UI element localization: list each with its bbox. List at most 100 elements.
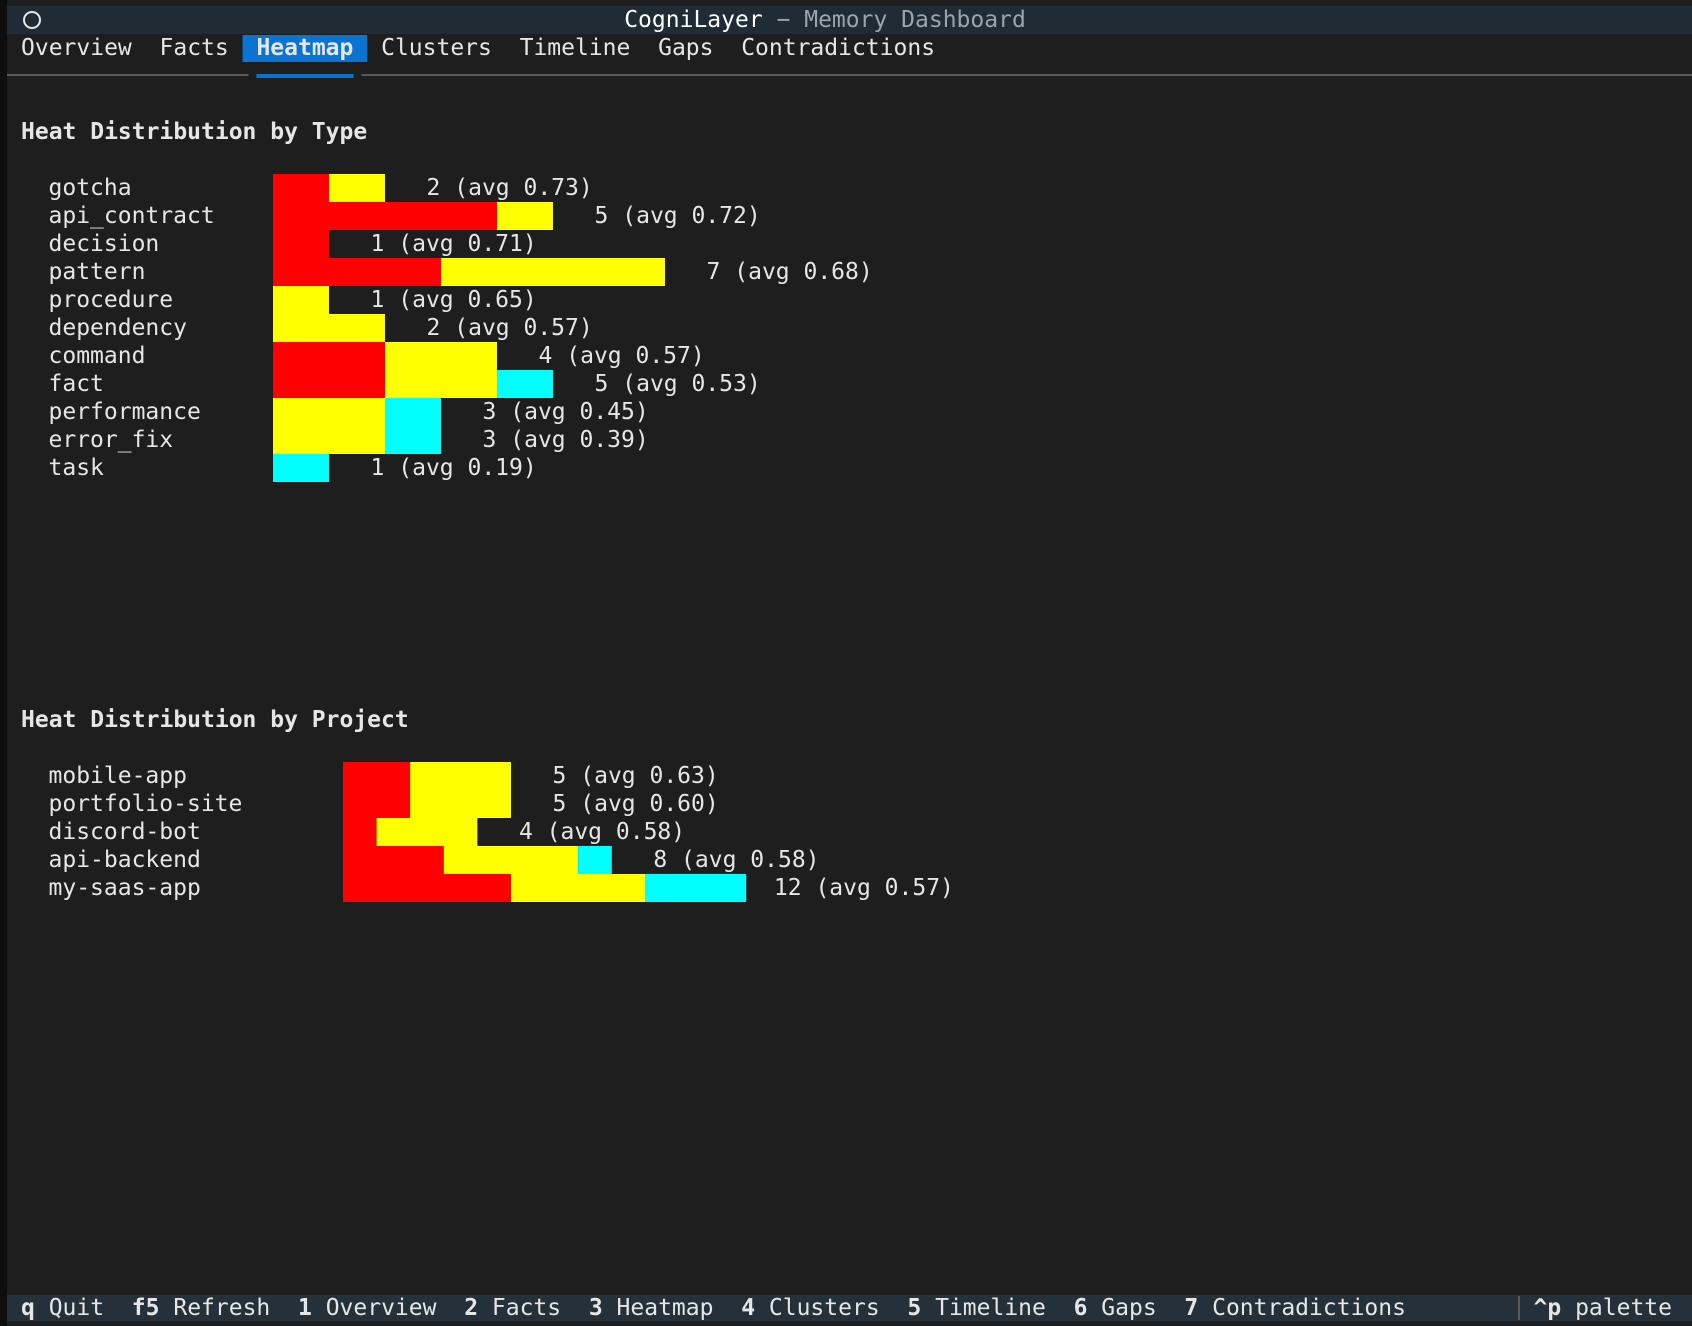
count: 2 xyxy=(427,175,441,201)
window-subtitle: − Memory Dashboard xyxy=(777,7,1026,33)
key-label: Clusters xyxy=(769,1295,880,1321)
row-label: portfolio-site xyxy=(49,791,243,817)
heat-segment xyxy=(385,398,441,426)
avg: (avg 0.73) xyxy=(454,175,592,201)
avg: (avg 0.72) xyxy=(622,203,760,229)
heat-segment xyxy=(329,174,385,202)
avg: (avg 0.60) xyxy=(580,791,718,817)
count: 4 xyxy=(519,819,533,845)
row-label: command xyxy=(49,343,146,369)
tab[interactable]: Clusters xyxy=(381,35,492,61)
heat-segment xyxy=(385,426,441,454)
row-label: dependency xyxy=(49,315,187,341)
title-bar xyxy=(7,6,1692,34)
heat-segment xyxy=(273,454,329,482)
key-hint[interactable]: 7 xyxy=(1184,1295,1198,1321)
heat-segment xyxy=(511,874,646,902)
key-label: Facts xyxy=(492,1295,561,1321)
count: 2 xyxy=(427,315,441,341)
row-label: api_contract xyxy=(49,203,215,229)
count: 3 xyxy=(483,399,497,425)
avg: (avg 0.58) xyxy=(547,819,685,845)
heat-segment xyxy=(273,342,385,370)
heat-segment xyxy=(578,846,612,874)
row-label: mobile-app xyxy=(49,763,187,789)
tab[interactable]: Heatmap xyxy=(256,35,353,61)
palette-key[interactable]: ^p xyxy=(1533,1295,1561,1321)
heat-segment xyxy=(645,874,747,902)
tab[interactable]: Facts xyxy=(160,35,229,61)
heat-segment xyxy=(273,230,329,258)
key-label: Gaps xyxy=(1101,1295,1156,1321)
count: 1 xyxy=(371,455,385,481)
key-hint[interactable]: 3 xyxy=(589,1295,603,1321)
avg: (avg 0.45) xyxy=(510,399,648,425)
count: 5 xyxy=(595,371,609,397)
count: 5 xyxy=(553,791,567,817)
heat-segment xyxy=(273,426,385,454)
heat-segment xyxy=(497,370,553,398)
count: 3 xyxy=(483,427,497,453)
tab[interactable]: Gaps xyxy=(658,35,713,61)
heat-segment xyxy=(273,314,385,342)
key-label: Overview xyxy=(326,1295,437,1321)
row-label: decision xyxy=(49,231,160,257)
heat-segment xyxy=(385,370,497,398)
row-label: performance xyxy=(49,399,201,425)
tab[interactable]: Contradictions xyxy=(741,35,935,61)
heat-segment xyxy=(441,258,665,286)
heat-segment xyxy=(273,174,329,202)
avg: (avg 0.71) xyxy=(398,231,536,257)
avg: (avg 0.63) xyxy=(580,763,718,789)
avg: (avg 0.68) xyxy=(734,259,872,285)
key-hint[interactable]: 1 xyxy=(298,1295,312,1321)
row-label: fact xyxy=(49,371,104,397)
avg: (avg 0.58) xyxy=(681,847,819,873)
tab[interactable]: Overview xyxy=(21,35,132,61)
tab[interactable]: Timeline xyxy=(520,35,631,61)
heat-segment xyxy=(497,202,553,230)
key-label: Refresh xyxy=(173,1295,270,1321)
count: 5 xyxy=(553,763,567,789)
left-edge xyxy=(0,0,7,1326)
avg: (avg 0.19) xyxy=(398,455,536,481)
heat-segment xyxy=(273,398,385,426)
count: 1 xyxy=(371,287,385,313)
key-hint[interactable]: f5 xyxy=(132,1295,160,1321)
heat-segment xyxy=(443,846,579,874)
heat-segment xyxy=(273,258,441,286)
row-label: procedure xyxy=(49,287,174,313)
heat-segment xyxy=(273,202,497,230)
heat-segment xyxy=(410,762,511,790)
key-hint[interactable]: 5 xyxy=(907,1295,921,1321)
app-name: CogniLayer xyxy=(624,7,762,33)
count: 4 xyxy=(539,343,553,369)
row-label: task xyxy=(49,455,105,481)
key-hint[interactable]: 2 xyxy=(464,1295,478,1321)
avg: (avg 0.57) xyxy=(815,875,953,901)
key-hint[interactable]: 6 xyxy=(1074,1295,1088,1321)
row-label: my-saas-app xyxy=(49,875,201,901)
row-label: api-backend xyxy=(49,847,201,873)
key-hint[interactable]: q xyxy=(21,1295,35,1321)
count: 5 xyxy=(595,203,609,229)
key-hint[interactable]: 4 xyxy=(741,1295,755,1321)
count: 8 xyxy=(653,847,667,873)
count: 7 xyxy=(707,259,721,285)
avg: (avg 0.57) xyxy=(566,343,704,369)
avg: (avg 0.39) xyxy=(510,427,648,453)
heat-segment xyxy=(343,818,377,846)
key-label: Quit xyxy=(49,1295,104,1321)
row-label: pattern xyxy=(49,259,146,285)
avg: (avg 0.65) xyxy=(398,287,536,313)
count: 1 xyxy=(371,231,385,257)
key-label: Heatmap xyxy=(617,1295,714,1321)
section-title: Heat Distribution by Project xyxy=(21,707,409,733)
footer-bar xyxy=(7,1295,1692,1321)
heat-segment xyxy=(410,790,511,818)
window-icon[interactable] xyxy=(23,11,41,29)
heat-segment xyxy=(343,762,411,790)
